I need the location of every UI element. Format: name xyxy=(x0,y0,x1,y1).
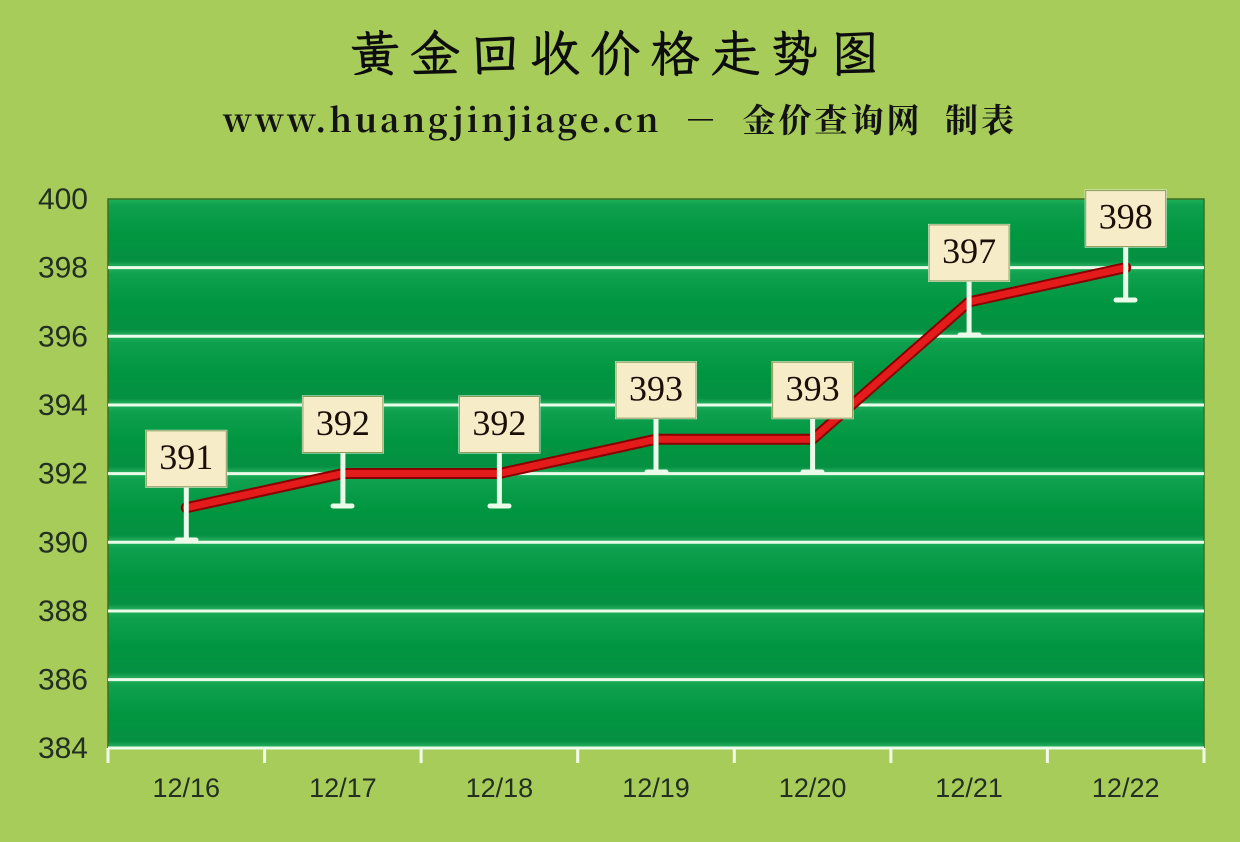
svg-text:393: 393 xyxy=(786,369,840,409)
svg-text:12/17: 12/17 xyxy=(309,773,377,803)
svg-text:397: 397 xyxy=(942,231,996,271)
svg-text:392: 392 xyxy=(38,458,88,491)
svg-text:388: 388 xyxy=(38,595,88,628)
svg-text:400: 400 xyxy=(38,183,88,216)
svg-text:390: 390 xyxy=(38,526,88,559)
svg-text:392: 392 xyxy=(316,403,370,443)
svg-text:391: 391 xyxy=(159,437,213,477)
svg-text:392: 392 xyxy=(472,403,526,443)
svg-text:386: 386 xyxy=(38,664,88,697)
svg-text:12/21: 12/21 xyxy=(935,773,1003,803)
svg-text:12/20: 12/20 xyxy=(779,773,847,803)
svg-text:398: 398 xyxy=(38,252,88,285)
svg-text:393: 393 xyxy=(629,369,683,409)
svg-text:12/19: 12/19 xyxy=(622,773,690,803)
svg-text:396: 396 xyxy=(38,320,88,353)
svg-text:398: 398 xyxy=(1099,197,1153,237)
svg-text:394: 394 xyxy=(38,389,88,422)
svg-text:12/16: 12/16 xyxy=(153,773,221,803)
svg-text:12/22: 12/22 xyxy=(1092,773,1160,803)
svg-text:384: 384 xyxy=(38,732,88,765)
svg-text:12/18: 12/18 xyxy=(466,773,534,803)
